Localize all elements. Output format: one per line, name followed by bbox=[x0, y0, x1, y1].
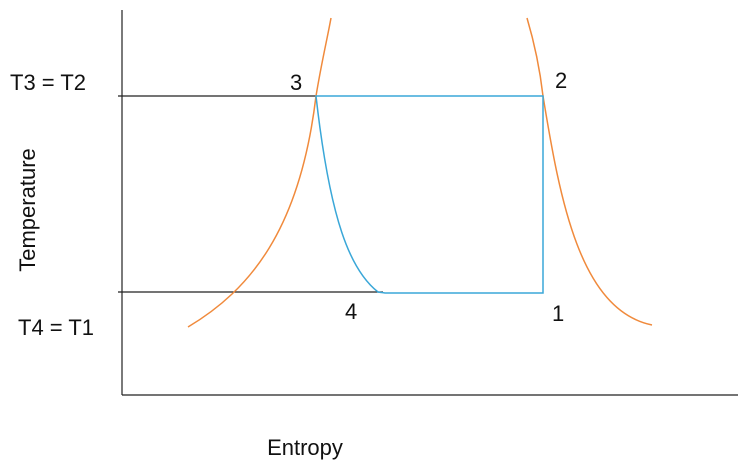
point-label: 1 bbox=[552, 301, 564, 326]
point-label: 3 bbox=[290, 70, 302, 95]
y-axis-label: Temperature bbox=[15, 148, 40, 272]
low-level-label: T4 = T1 bbox=[18, 315, 94, 340]
saturated-liquid-curve bbox=[187, 17, 332, 328]
high-level-label: T3 = T2 bbox=[10, 70, 86, 95]
cycle-path bbox=[315, 95, 544, 294]
x-axis-label: Entropy bbox=[267, 435, 343, 460]
point-label: 2 bbox=[555, 68, 567, 93]
saturated-vapor-curve bbox=[526, 17, 653, 326]
point-label: 4 bbox=[345, 299, 357, 324]
